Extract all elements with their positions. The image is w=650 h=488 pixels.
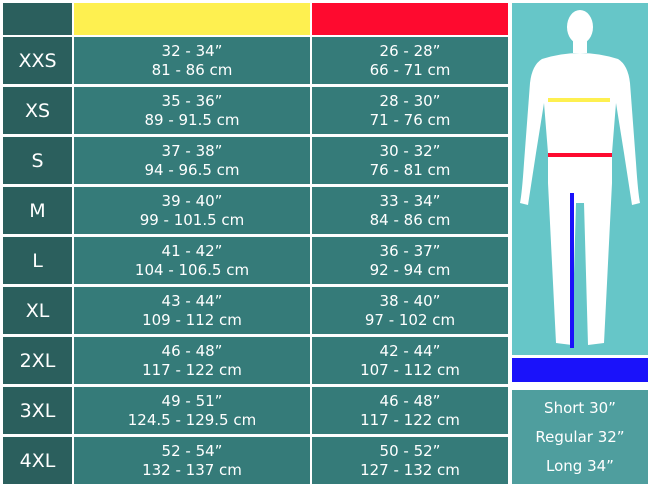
chest-cm: 99 - 101.5 cm xyxy=(139,210,245,229)
header-blank xyxy=(3,3,72,35)
inseam-lengths: Short 30” Regular 32” Long 34” xyxy=(512,390,648,484)
size-label: L xyxy=(3,237,72,284)
waist-cm: 127 - 132 cm xyxy=(360,460,460,479)
length-short: Short 30” xyxy=(544,399,616,418)
chest-header xyxy=(74,3,310,35)
waist-cm: 66 - 71 cm xyxy=(369,60,451,79)
chest-cell: 49 - 51” 124.5 - 129.5 cm xyxy=(74,387,310,434)
size-label: 3XL xyxy=(3,387,72,434)
waist-cell: 42 - 44” 107 - 112 cm xyxy=(312,337,508,384)
length-regular: Regular 32” xyxy=(535,427,625,446)
chest-cell: 39 - 40” 99 - 101.5 cm xyxy=(74,187,310,234)
chest-cm: 104 - 106.5 cm xyxy=(134,260,250,279)
chest-cm: 81 - 86 cm xyxy=(151,60,233,79)
size-text: 3XL xyxy=(19,399,56,422)
waist-inches: 33 - 34” xyxy=(379,191,441,210)
chest-inches: 43 - 44” xyxy=(161,291,223,310)
chest-cell: 46 - 48” 117 - 122 cm xyxy=(74,337,310,384)
waist-inches: 28 - 30” xyxy=(379,91,441,110)
size-text: XL xyxy=(25,299,50,322)
waist-header xyxy=(312,3,508,35)
size-label: XXS xyxy=(3,37,72,84)
chest-cm: 89 - 91.5 cm xyxy=(144,110,240,129)
inseam-color-bar xyxy=(512,358,648,382)
chest-cell: 37 - 38” 94 - 96.5 cm xyxy=(74,137,310,184)
waist-cell: 26 - 28” 66 - 71 cm xyxy=(312,37,508,84)
chest-inches: 32 - 34” xyxy=(161,41,223,60)
inseam-line xyxy=(570,193,574,348)
waist-cell: 46 - 48” 117 - 122 cm xyxy=(312,387,508,434)
chest-cell: 52 - 54” 132 - 137 cm xyxy=(74,437,310,484)
waist-cell: 50 - 52” 127 - 132 cm xyxy=(312,437,508,484)
waist-cm: 92 - 94 cm xyxy=(369,260,451,279)
size-text: 2XL xyxy=(19,349,56,372)
body-figure xyxy=(512,3,648,355)
chest-cell: 41 - 42” 104 - 106.5 cm xyxy=(74,237,310,284)
size-text: S xyxy=(31,149,44,172)
waist-inches: 36 - 37” xyxy=(379,241,441,260)
waist-inches: 38 - 40” xyxy=(379,291,441,310)
waist-inches: 46 - 48” xyxy=(379,391,441,410)
size-text: L xyxy=(32,249,43,272)
chest-inches: 35 - 36” xyxy=(161,91,223,110)
chest-inches: 39 - 40” xyxy=(161,191,223,210)
waist-inches: 50 - 52” xyxy=(379,441,441,460)
human-silhouette-icon xyxy=(520,10,640,345)
chest-inches: 46 - 48” xyxy=(161,341,223,360)
size-text: XXS xyxy=(18,49,57,72)
chest-cm: 109 - 112 cm xyxy=(142,310,242,329)
waist-cm: 76 - 81 cm xyxy=(369,160,451,179)
waist-cm: 97 - 102 cm xyxy=(364,310,456,329)
chest-inches: 41 - 42” xyxy=(161,241,223,260)
length-long: Long 34” xyxy=(546,456,614,475)
size-label: XL xyxy=(3,287,72,334)
waist-cell: 36 - 37” 92 - 94 cm xyxy=(312,237,508,284)
waist-cell: 38 - 40” 97 - 102 cm xyxy=(312,287,508,334)
chest-cell: 35 - 36” 89 - 91.5 cm xyxy=(74,87,310,134)
size-label: 4XL xyxy=(3,437,72,484)
waist-inches: 26 - 28” xyxy=(379,41,441,60)
waist-inches: 42 - 44” xyxy=(379,341,441,360)
size-text: M xyxy=(29,199,46,222)
waist-cm: 71 - 76 cm xyxy=(369,110,451,129)
waist-inches: 30 - 32” xyxy=(379,141,441,160)
waist-cm: 107 - 112 cm xyxy=(360,360,460,379)
waist-cell: 28 - 30” 71 - 76 cm xyxy=(312,87,508,134)
waist-line xyxy=(548,153,612,157)
waist-cm: 84 - 86 cm xyxy=(369,210,451,229)
chest-line xyxy=(548,98,610,102)
size-label: M xyxy=(3,187,72,234)
chest-inches: 49 - 51” xyxy=(161,391,223,410)
size-label: S xyxy=(3,137,72,184)
waist-cell: 33 - 34” 84 - 86 cm xyxy=(312,187,508,234)
chest-cm: 124.5 - 129.5 cm xyxy=(127,410,257,429)
chest-inches: 37 - 38” xyxy=(161,141,223,160)
chest-cell: 32 - 34” 81 - 86 cm xyxy=(74,37,310,84)
chest-cm: 94 - 96.5 cm xyxy=(144,160,240,179)
size-text: XS xyxy=(24,99,51,122)
size-text: 4XL xyxy=(19,449,56,472)
chest-cell: 43 - 44” 109 - 112 cm xyxy=(74,287,310,334)
chest-inches: 52 - 54” xyxy=(161,441,223,460)
waist-cell: 30 - 32” 76 - 81 cm xyxy=(312,137,508,184)
waist-cm: 117 - 122 cm xyxy=(360,410,460,429)
chest-cm: 132 - 137 cm xyxy=(142,460,242,479)
size-label: 2XL xyxy=(3,337,72,384)
size-label: XS xyxy=(3,87,72,134)
chest-cm: 117 - 122 cm xyxy=(142,360,242,379)
